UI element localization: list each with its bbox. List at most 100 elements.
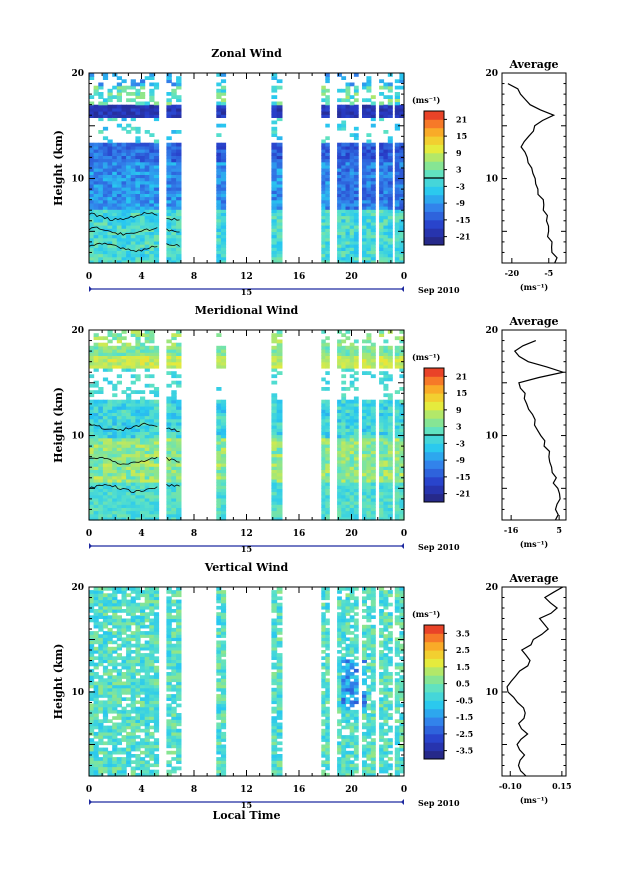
heatmap-cell	[102, 111, 109, 115]
heatmap-cell	[216, 478, 222, 483]
heatmap-cell	[130, 250, 136, 255]
heatmap-cell	[166, 215, 172, 220]
heatmap-cell	[107, 352, 113, 356]
heatmap-cell	[166, 409, 172, 413]
heatmap-cell	[107, 425, 113, 429]
x-tick-label: 0	[86, 529, 92, 539]
heatmap-cell	[89, 145, 95, 150]
heatmap-cell	[126, 605, 132, 610]
heatmap-cell	[130, 79, 136, 84]
heatmap-cell	[394, 202, 400, 207]
heatmap-cell	[89, 177, 95, 182]
heatmap-cell	[276, 149, 283, 153]
heatmap-cell	[107, 463, 113, 467]
heatmap-cell	[102, 485, 109, 489]
heatmap-cell	[140, 174, 146, 179]
heatmap-cell	[383, 507, 389, 512]
heatmap-cell	[362, 256, 367, 261]
heatmap-cell	[325, 98, 330, 103]
heatmap-cell	[394, 504, 400, 508]
heatmap-cell	[153, 349, 160, 353]
heatmap-cell	[121, 111, 127, 115]
heatmap-cell	[121, 687, 127, 692]
heatmap-cell	[130, 662, 136, 667]
heatmap-cell	[271, 114, 278, 118]
heatmap-cell	[387, 104, 393, 109]
heatmap-cell	[325, 380, 330, 385]
heatmap-cell	[135, 497, 141, 502]
heatmap-cell	[130, 202, 136, 207]
heatmap-cell	[126, 387, 132, 391]
heatmap-cell	[362, 228, 367, 232]
heatmap-cell	[166, 450, 172, 455]
heatmap-cell	[121, 672, 127, 676]
heatmap-cell	[116, 339, 122, 344]
heatmap-cell	[394, 149, 400, 153]
heatmap-cell	[98, 421, 104, 426]
heatmap-cell	[149, 237, 155, 242]
heatmap-cell	[166, 355, 172, 360]
heatmap-cell	[126, 225, 132, 229]
heatmap-cell	[171, 130, 177, 134]
heatmap-cell	[140, 240, 146, 245]
heatmap-cell	[176, 650, 182, 654]
heatmap-cell	[345, 174, 351, 179]
heatmap-cell	[366, 82, 372, 87]
heatmap-cell	[166, 73, 172, 77]
heatmap-cell	[130, 453, 136, 458]
heatmap-cell	[341, 339, 347, 344]
heatmap-cell	[107, 202, 113, 207]
heatmap-cell	[130, 656, 136, 660]
heatmap-cell	[220, 412, 227, 417]
heatmap-cell	[112, 665, 118, 670]
heatmap-cell	[126, 747, 132, 752]
heatmap-cell	[121, 491, 127, 496]
heatmap-cell	[149, 145, 155, 150]
heatmap-cell	[349, 180, 355, 185]
heatmap-cell	[130, 605, 136, 610]
heatmap-cell	[370, 171, 376, 175]
heatmap-cell	[171, 168, 177, 172]
heatmap-cell	[345, 209, 351, 213]
heatmap-cell	[112, 491, 118, 496]
heatmap-cell	[366, 494, 372, 499]
heatmap-cell	[144, 206, 150, 210]
heatmap-cell	[166, 412, 172, 417]
heatmap-cell	[366, 409, 372, 413]
heatmap-cell	[362, 164, 367, 169]
heatmap-cell	[383, 250, 389, 255]
heatmap-cell	[93, 513, 99, 518]
colorbar-segment	[424, 219, 444, 229]
heatmap-cell	[276, 161, 283, 166]
heatmap-cell	[394, 352, 400, 356]
heatmap-cell	[98, 155, 104, 160]
heatmap-cell	[135, 434, 141, 439]
heatmap-cell	[370, 488, 376, 493]
heatmap-cell	[387, 142, 393, 147]
heatmap-cells	[89, 587, 405, 777]
heatmap-cell	[140, 703, 146, 708]
heatmap-cell	[321, 466, 326, 470]
x-tick-label: 12	[240, 272, 253, 282]
heatmap-cell	[171, 364, 177, 369]
heatmap-cell	[153, 618, 160, 623]
heatmap-cell	[325, 244, 330, 248]
heatmap-cell	[130, 488, 136, 493]
heatmap-cell	[144, 507, 150, 512]
heatmap-cell	[345, 345, 351, 350]
heatmap-cell	[112, 336, 118, 341]
heatmap-cell	[149, 212, 155, 217]
heatmap-cell	[387, 507, 393, 512]
heatmap-cell	[135, 440, 141, 445]
heatmap-cell	[166, 466, 172, 470]
heatmap-cell	[130, 152, 136, 156]
heatmap-cell	[102, 700, 109, 705]
heatmap-cell	[153, 466, 160, 470]
heatmap-cell	[98, 437, 104, 442]
heatmap-cell	[399, 190, 405, 194]
heatmap-cell	[220, 218, 227, 223]
heatmap-cell	[166, 621, 172, 626]
heatmap-cell	[379, 221, 385, 226]
heatmap-cell	[345, 501, 351, 505]
heatmap-cell	[135, 212, 141, 217]
